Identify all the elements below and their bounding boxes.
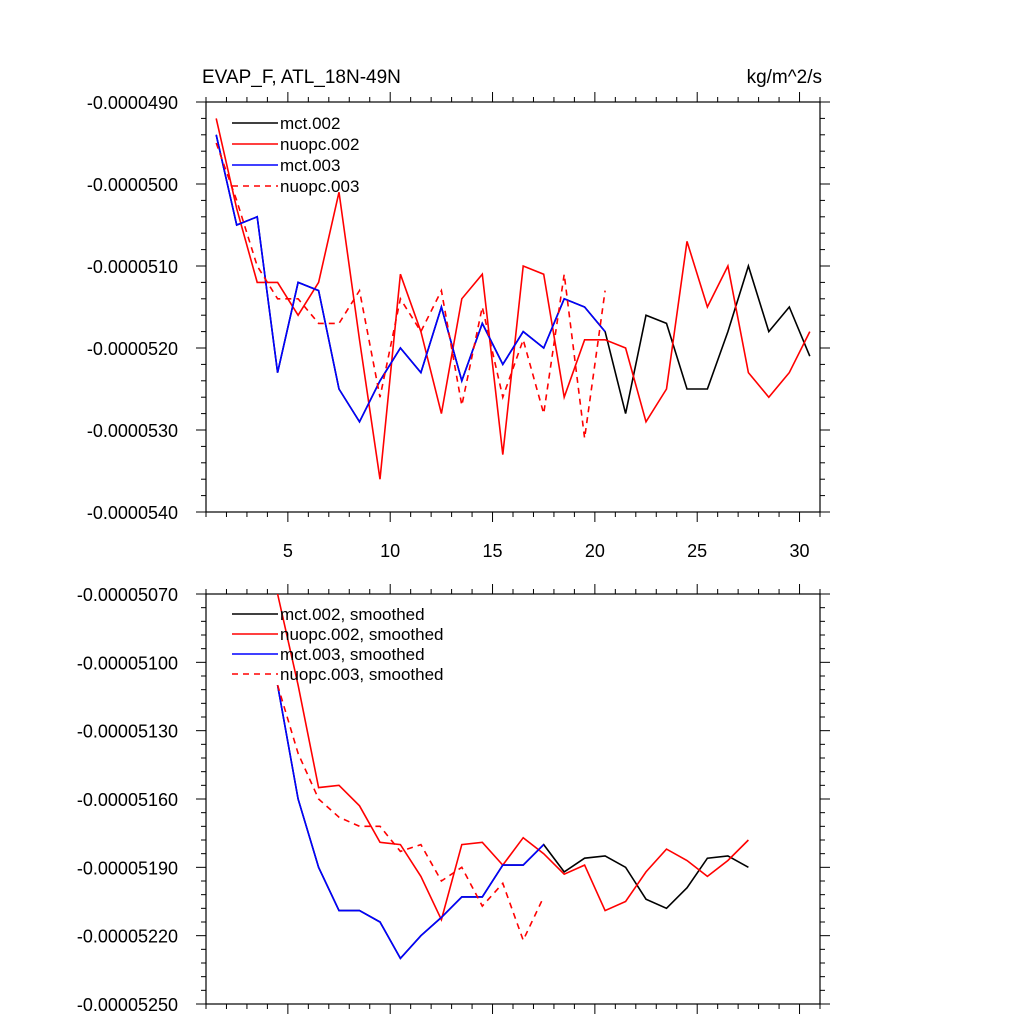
- y-tick-label: -0.00005160: [77, 790, 178, 810]
- legend-label: mct.003: [280, 156, 340, 175]
- x-tick-label: 10: [380, 541, 400, 561]
- series-line-1: [215, 118, 811, 480]
- series-line-3: [276, 684, 545, 943]
- x-tick-label: 30: [790, 541, 810, 561]
- y-tick-label: -0.00005130: [77, 722, 178, 742]
- x-tick-label: 25: [687, 541, 707, 561]
- top-panel: -0.0000490 -0.0000500 -0.0000510 -0.0000520…: [87, 67, 830, 561]
- legend-label: nuopc.003: [280, 177, 359, 196]
- x-tick-label: 15: [483, 541, 503, 561]
- series-line-2: [276, 684, 545, 960]
- y-tick-label: -0.00005250: [77, 995, 178, 1015]
- y-tick-label: -0.00005100: [77, 653, 178, 673]
- legend-label: nuopc.002: [280, 135, 359, 154]
- y-tick-label: -0.0000500: [87, 175, 178, 195]
- x-tick-label: 5: [283, 541, 293, 561]
- y-tick-label: -0.0000520: [87, 339, 178, 359]
- chart-title: EVAP_F, ATL_18N-49N: [202, 67, 401, 88]
- y-tick-label: -0.0000510: [87, 257, 178, 277]
- y-tick-label: -0.00005220: [77, 927, 178, 947]
- x-tick-label: 20: [585, 541, 605, 561]
- y-tick-label: -0.0000530: [87, 421, 178, 441]
- series-line-2: [215, 134, 606, 424]
- series-line-3: [215, 142, 606, 439]
- y-tick-label: -0.00005190: [77, 858, 178, 878]
- legend-label: mct.002, smoothed: [280, 605, 425, 624]
- chart-units: kg/m^2/s: [747, 67, 822, 88]
- legend-label: mct.002: [280, 114, 340, 133]
- bottom-panel: -0.00005070 -0.00005100 -0.00005130 -0.0000…: [77, 584, 830, 1015]
- legend-label: nuopc.002, smoothed: [280, 625, 444, 644]
- y-tick-label: -0.00005070: [77, 585, 178, 605]
- series-line-1: [276, 594, 749, 923]
- y-tick-label: -0.0000540: [87, 503, 178, 523]
- y-tick-label: -0.0000490: [87, 93, 178, 113]
- legend-label: mct.003, smoothed: [280, 645, 425, 664]
- legend-label: nuopc.003, smoothed: [280, 665, 444, 684]
